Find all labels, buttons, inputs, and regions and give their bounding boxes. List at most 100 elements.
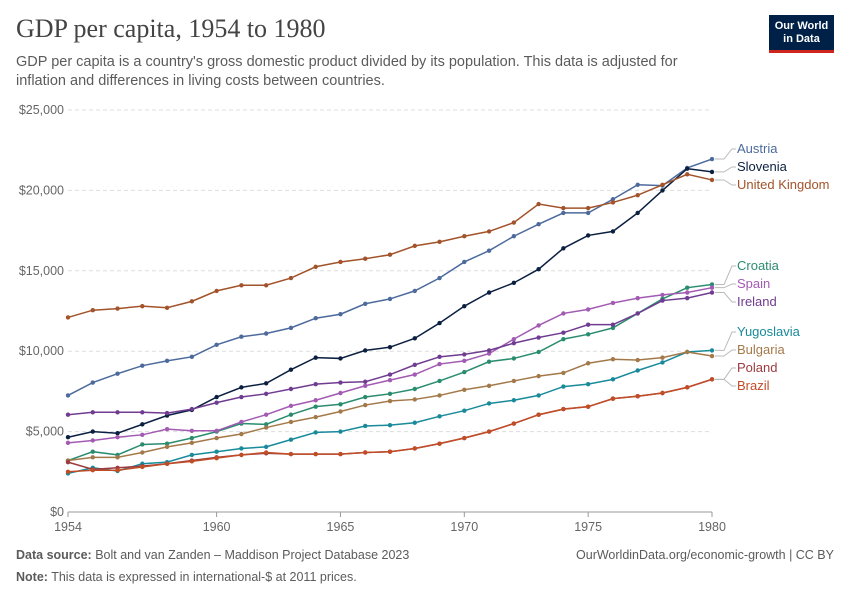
data-point <box>437 378 442 384</box>
data-point <box>536 393 541 398</box>
data-point <box>486 401 492 406</box>
label-connector <box>715 265 736 285</box>
data-point <box>536 201 541 207</box>
data-point <box>486 229 492 234</box>
data-point <box>462 435 467 441</box>
data-point <box>164 358 170 364</box>
data-point <box>164 444 170 450</box>
data-point <box>486 383 492 388</box>
data-point <box>660 360 665 365</box>
x-tick-label: 1980 <box>698 520 726 534</box>
data-point <box>536 373 541 379</box>
data-point <box>387 391 393 397</box>
series-label: Yugoslavia <box>737 324 801 339</box>
data-point <box>164 305 170 310</box>
data-point <box>709 377 715 382</box>
data-point <box>239 452 244 458</box>
data-point <box>536 221 541 227</box>
label-connector <box>715 349 736 357</box>
data-point <box>90 449 95 454</box>
data-point <box>437 354 442 360</box>
data-point <box>387 449 393 454</box>
data-point <box>635 357 640 363</box>
data-point <box>561 330 566 335</box>
data-point <box>387 422 393 428</box>
data-point <box>635 295 640 301</box>
data-point <box>660 390 665 396</box>
owid-logo[interactable]: Our World in Data <box>769 15 834 53</box>
data-point <box>363 394 368 400</box>
data-point <box>90 307 95 313</box>
data-point <box>263 425 269 430</box>
data-point <box>338 259 343 265</box>
data-point <box>214 394 219 400</box>
data-point <box>90 410 95 415</box>
data-point <box>313 430 318 435</box>
data-point <box>462 234 467 239</box>
data-point <box>214 400 219 405</box>
data-point <box>462 259 467 265</box>
data-point <box>610 229 616 234</box>
data-point <box>115 410 120 415</box>
data-point <box>610 377 616 382</box>
data-point <box>189 440 195 446</box>
data-point <box>338 409 343 414</box>
data-point <box>412 420 417 425</box>
data-point <box>685 349 690 355</box>
data-point <box>90 380 95 385</box>
data-point <box>214 435 219 441</box>
data-point <box>511 378 517 384</box>
note-label: Note: <box>16 570 48 584</box>
data-point <box>536 349 541 355</box>
series-label: Slovenia <box>737 159 788 174</box>
data-point <box>363 402 368 408</box>
data-point <box>65 459 71 465</box>
data-point <box>263 412 269 417</box>
data-point <box>263 422 269 427</box>
data-point <box>610 357 616 362</box>
series-label: Bulgaria <box>737 342 785 357</box>
data-point <box>511 398 517 403</box>
data-point <box>511 280 517 286</box>
data-point <box>709 290 715 295</box>
chart-title: GDP per capita, 1954 to 1980 <box>16 14 326 43</box>
data-point <box>288 367 294 372</box>
data-point <box>214 455 219 461</box>
data-point <box>189 459 195 464</box>
chart-subtitle: GDP per capita is a country's gross dome… <box>16 54 678 89</box>
x-tick-label: 1960 <box>203 520 231 534</box>
data-point <box>288 412 294 417</box>
data-point <box>115 306 120 311</box>
data-point <box>585 210 591 216</box>
data-point <box>585 205 591 211</box>
data-point <box>387 252 393 257</box>
data-point <box>412 397 417 402</box>
data-point <box>164 461 170 466</box>
data-point <box>660 188 665 193</box>
series-label: Poland <box>737 360 777 375</box>
source-text[interactable]: Bolt and van Zanden – Maddison Project D… <box>95 548 410 562</box>
data-point <box>338 312 343 317</box>
data-point <box>685 290 690 295</box>
data-point <box>313 355 318 360</box>
data-point <box>140 410 145 415</box>
data-point <box>214 288 219 294</box>
note-text: This data is expressed in international-… <box>51 570 357 584</box>
data-point <box>585 322 591 327</box>
source-link[interactable]: OurWorldinData.org/economic-growth | CC … <box>576 548 834 562</box>
data-point <box>685 295 690 301</box>
data-point <box>189 435 195 441</box>
data-point <box>536 323 541 328</box>
data-point <box>511 234 517 239</box>
data-point <box>263 283 269 288</box>
data-point <box>263 444 269 450</box>
data-point <box>263 331 269 336</box>
data-point <box>189 299 195 304</box>
y-tick-label: $25,000 <box>19 103 64 117</box>
data-point <box>363 383 368 388</box>
series-line <box>67 286 713 444</box>
series-label: Spain <box>737 276 770 291</box>
data-point <box>387 344 393 350</box>
data-point <box>709 177 715 183</box>
data-point <box>239 431 244 437</box>
